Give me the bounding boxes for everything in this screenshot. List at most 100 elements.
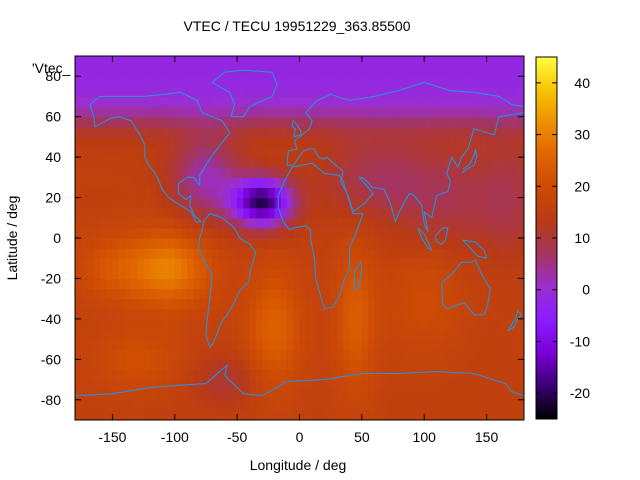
heatmap-cell xyxy=(249,157,257,168)
heatmap-cell xyxy=(442,399,450,411)
heatmap-cell xyxy=(87,157,95,168)
heatmap-cell xyxy=(224,349,232,360)
heatmap-cell xyxy=(168,258,176,269)
heatmap-cell xyxy=(218,126,226,138)
heatmap-cell xyxy=(187,66,195,77)
heatmap-cell xyxy=(343,238,350,249)
heatmap-cell xyxy=(143,379,151,391)
heatmap-cell xyxy=(262,56,269,67)
heatmap-cell xyxy=(311,278,319,290)
heatmap-cell xyxy=(442,258,450,269)
heatmap-cell xyxy=(324,349,332,360)
heatmap-cell xyxy=(181,197,188,209)
heatmap-cell xyxy=(99,248,107,259)
heatmap-cell xyxy=(237,308,244,320)
heatmap-cell xyxy=(455,288,463,300)
chart-title: VTEC / TECU 19951229_363.85500 xyxy=(183,18,410,34)
heatmap-cell xyxy=(181,126,188,138)
heatmap-cell xyxy=(393,177,400,189)
heatmap-cell xyxy=(499,308,506,320)
heatmap-cell xyxy=(430,136,438,148)
heatmap-cell xyxy=(255,349,263,360)
heatmap-cell xyxy=(430,369,438,381)
heatmap-cell xyxy=(492,106,500,118)
heatmap-cell xyxy=(205,227,213,239)
heatmap-cell xyxy=(474,308,481,320)
heatmap-cell xyxy=(162,167,170,178)
heatmap-cell xyxy=(168,147,176,158)
heatmap-cell xyxy=(449,76,457,87)
heatmap-cell xyxy=(93,136,101,148)
heatmap-cell xyxy=(480,187,488,199)
heatmap-cell xyxy=(336,217,344,229)
heatmap-cell xyxy=(355,66,363,77)
heatmap-cell xyxy=(374,157,382,168)
heatmap-cell xyxy=(411,268,419,280)
heatmap-cell xyxy=(149,227,157,239)
heatmap-cell xyxy=(505,339,513,350)
heatmap-cell xyxy=(386,399,394,411)
heatmap-cell xyxy=(449,177,457,189)
heatmap-cell xyxy=(305,227,313,239)
heatmap-cell xyxy=(505,167,513,178)
heatmap-cell xyxy=(218,187,226,199)
heatmap-cell xyxy=(131,217,138,229)
heatmap-cell xyxy=(187,278,195,290)
heatmap-cell xyxy=(93,349,101,360)
heatmap-cell xyxy=(156,86,163,98)
heatmap-cell xyxy=(386,409,394,420)
heatmap-cell xyxy=(174,147,182,158)
heatmap-cell xyxy=(393,167,400,178)
heatmap-cell xyxy=(442,187,450,199)
heatmap-cell xyxy=(268,318,276,330)
heatmap-cell xyxy=(343,298,350,310)
heatmap-cell xyxy=(75,369,82,381)
heatmap-cell xyxy=(174,167,182,178)
heatmap-cell xyxy=(349,177,357,189)
heatmap-cell xyxy=(305,248,313,259)
heatmap-cell xyxy=(187,106,195,118)
heatmap-cell xyxy=(262,268,269,280)
heatmap-cell xyxy=(81,379,89,391)
heatmap-cell xyxy=(168,106,176,118)
heatmap-cell xyxy=(212,288,220,300)
heatmap-cell xyxy=(399,298,407,310)
heatmap-cell xyxy=(81,136,89,148)
heatmap-cell xyxy=(81,86,89,98)
heatmap-cell xyxy=(187,248,195,259)
heatmap-cell xyxy=(118,238,126,249)
heatmap-cell xyxy=(93,298,101,310)
heatmap-cell xyxy=(368,359,375,371)
heatmap-cell xyxy=(374,106,382,118)
heatmap-cell xyxy=(205,238,213,249)
heatmap-cell xyxy=(230,116,238,128)
heatmap-cell xyxy=(349,308,357,320)
heatmap-cell xyxy=(318,298,326,310)
coastline-australia xyxy=(441,259,491,316)
heatmap-cell xyxy=(106,318,114,330)
heatmap-cell xyxy=(330,308,338,320)
heatmap-cell xyxy=(274,318,282,330)
heatmap-cell xyxy=(124,147,132,158)
heatmap-cell xyxy=(87,278,95,290)
heatmap-cell xyxy=(386,217,394,229)
heatmap-cell xyxy=(511,217,519,229)
heatmap-cell xyxy=(430,76,438,87)
heatmap-cell xyxy=(268,227,276,239)
heatmap-cell xyxy=(143,248,151,259)
heatmap-cell xyxy=(417,56,425,67)
heatmap-cell xyxy=(393,86,400,98)
heatmap-cell xyxy=(517,268,524,280)
heatmap-cell xyxy=(218,157,226,168)
heatmap-cell xyxy=(411,86,419,98)
heatmap-cell xyxy=(212,147,220,158)
heatmap-cell xyxy=(174,248,182,259)
heatmap-cell xyxy=(268,308,276,320)
heatmap-cell xyxy=(81,106,89,118)
heatmap-cell xyxy=(268,167,276,178)
heatmap-cell xyxy=(486,389,494,401)
coastline-antarctica xyxy=(75,364,524,397)
heatmap-cell xyxy=(424,167,432,178)
heatmap-cell xyxy=(449,136,457,148)
heatmap-cell xyxy=(417,167,425,178)
